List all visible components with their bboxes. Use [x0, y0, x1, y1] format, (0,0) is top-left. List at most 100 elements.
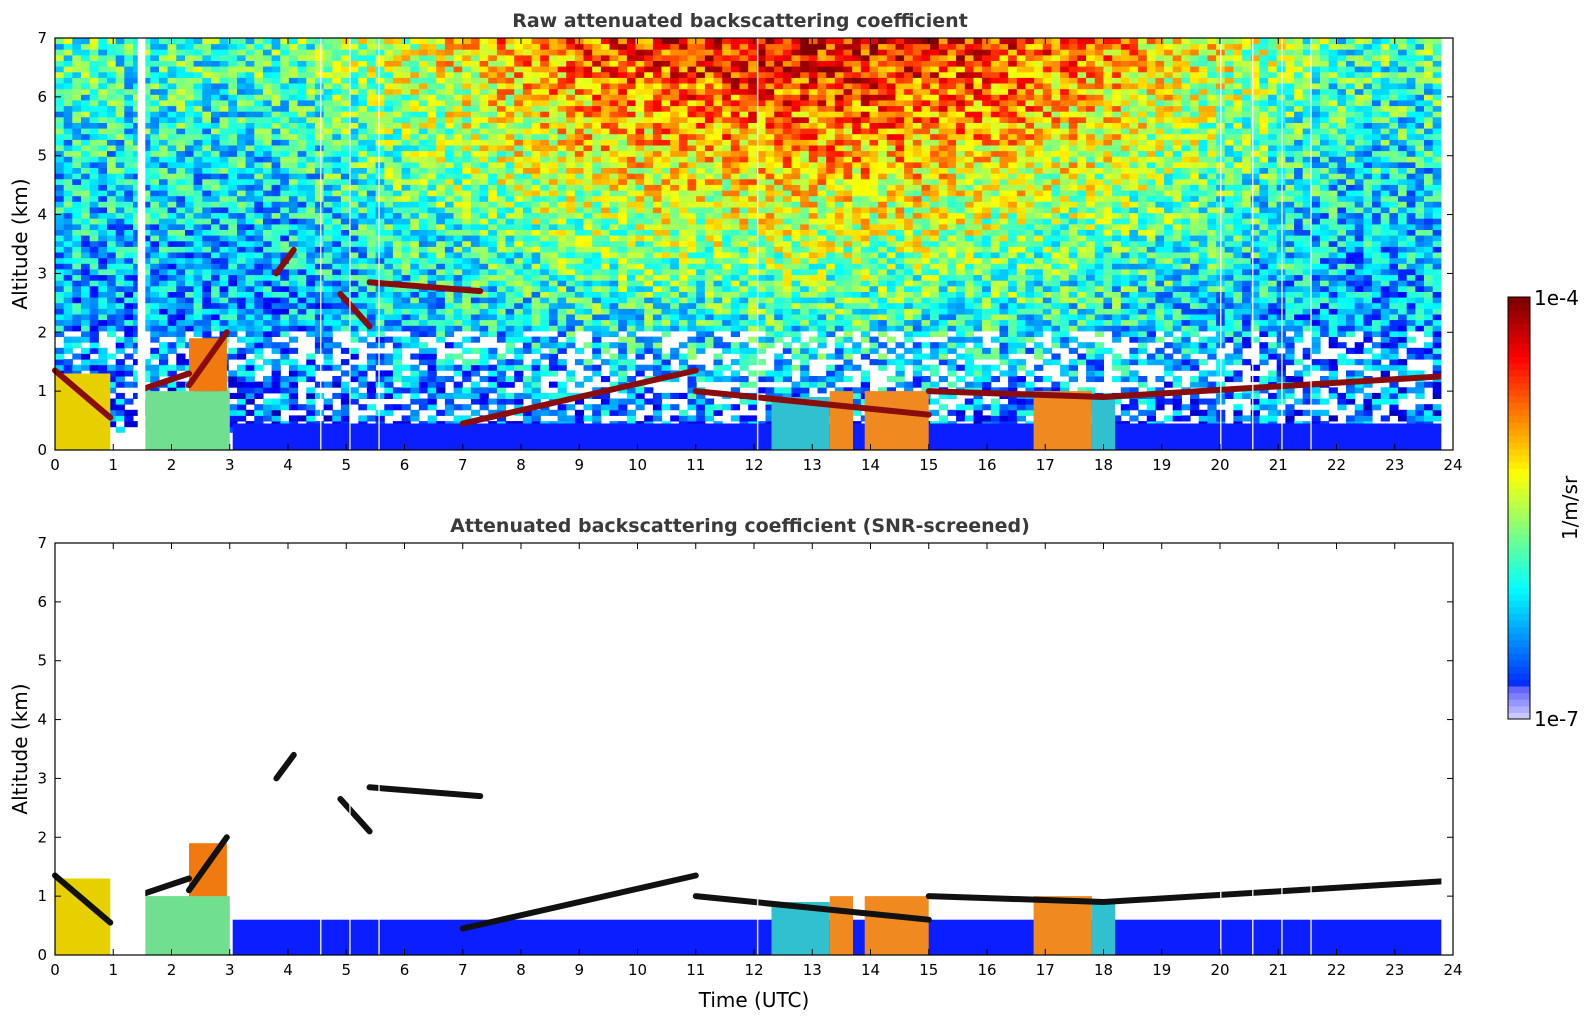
- noise-cell: [211, 229, 221, 236]
- noise-cell: [687, 207, 697, 214]
- noise-cell: [271, 184, 281, 191]
- noise-cell: [410, 167, 420, 174]
- noise-cell: [583, 269, 593, 276]
- noise-cell: [323, 246, 333, 253]
- noise-cell: [496, 94, 507, 101]
- noise-cell: [652, 235, 663, 242]
- noise-cell: [245, 38, 255, 45]
- noise-cell: [401, 195, 411, 202]
- noise-cell: [427, 359, 437, 366]
- noise-cell: [211, 133, 221, 140]
- noise-cell: [358, 111, 368, 118]
- noise-cell: [583, 161, 593, 168]
- noise-cell: [211, 173, 221, 180]
- noise-cell: [548, 167, 559, 174]
- noise-cell: [314, 156, 325, 163]
- noise-cell: [375, 77, 385, 84]
- noise-cell: [167, 207, 177, 214]
- noise-cell: [444, 54, 455, 61]
- noise-cell: [392, 54, 403, 61]
- noise-cell: [384, 240, 394, 247]
- noise-cell: [661, 240, 671, 247]
- noise-cell: [496, 285, 507, 292]
- noise-cell: [600, 392, 611, 399]
- noise-cell: [263, 302, 273, 309]
- noise-cell: [462, 257, 472, 264]
- noise-cell: [340, 201, 351, 208]
- noise-cell: [211, 83, 221, 90]
- noise-cell: [245, 387, 255, 394]
- noise-cell: [436, 240, 446, 247]
- noise-cell: [81, 347, 91, 354]
- noise-cell: [306, 77, 316, 84]
- noise-cell: [704, 291, 715, 298]
- noise-cell: [107, 235, 117, 242]
- noise-cell: [237, 252, 247, 259]
- noise-cell: [678, 285, 689, 292]
- noise-cell: [288, 370, 299, 377]
- noise-cell: [557, 252, 567, 259]
- noise-cell: [167, 347, 177, 354]
- noise-cell: [384, 88, 394, 95]
- noise-cell: [574, 240, 585, 247]
- noise-cell: [349, 195, 359, 202]
- noise-cell: [696, 71, 706, 78]
- noise-cell: [63, 364, 73, 371]
- noise-cell: [133, 54, 143, 61]
- noise-cell: [185, 94, 195, 101]
- noise-cell: [340, 291, 351, 298]
- noise-cell: [444, 116, 455, 123]
- noise-cell: [722, 347, 732, 354]
- noise-cell: [618, 43, 628, 50]
- noise-cell: [271, 325, 281, 332]
- noise-cell: [592, 319, 602, 326]
- noise-cell: [263, 252, 273, 259]
- noise-cell: [713, 325, 723, 332]
- noise-cell: [63, 161, 73, 168]
- noise-cell: [548, 212, 559, 219]
- noise-cell: [505, 133, 515, 140]
- noise-cell: [332, 319, 342, 326]
- noise-cell: [107, 54, 117, 61]
- noise-cell: [193, 60, 203, 67]
- noise-cell: [89, 212, 99, 219]
- noise-cell: [462, 161, 472, 168]
- noise-cell: [55, 229, 65, 236]
- noise-cell: [349, 111, 359, 118]
- noise-cell: [557, 314, 567, 321]
- noise-cell: [211, 325, 221, 332]
- noise-cell: [436, 94, 446, 101]
- noise-cell: [462, 60, 472, 67]
- noise-cell: [219, 83, 229, 90]
- noise-cell: [245, 77, 255, 84]
- noise-cell: [167, 100, 177, 107]
- noise-cell: [193, 252, 203, 259]
- noise-cell: [306, 364, 316, 371]
- noise-cell: [63, 263, 73, 270]
- noise-cell: [141, 156, 151, 163]
- noise-cell: [566, 122, 576, 129]
- noise-cell: [704, 105, 715, 112]
- noise-cell: [314, 381, 325, 388]
- noise-cell: [618, 336, 628, 343]
- noise-cell: [280, 190, 290, 197]
- noise-cell: [418, 38, 429, 45]
- noise-cell: [150, 240, 160, 247]
- noise-cell: [133, 38, 143, 45]
- noise-cell: [522, 229, 533, 236]
- noise-cell: [609, 263, 619, 270]
- noise-cell: [124, 139, 134, 146]
- noise-cell: [81, 212, 91, 219]
- noise-cell: [462, 156, 472, 163]
- noise-cell: [219, 252, 229, 259]
- noise-cell: [323, 330, 333, 337]
- noise-cell: [306, 38, 316, 45]
- noise-cell: [479, 364, 489, 371]
- noise-cell: [592, 285, 602, 292]
- noise-cell: [670, 184, 680, 191]
- noise-cell: [436, 308, 446, 315]
- noise-cell: [81, 83, 91, 90]
- noise-cell: [592, 291, 602, 298]
- noise-cell: [444, 235, 455, 242]
- noise-cell: [124, 285, 134, 292]
